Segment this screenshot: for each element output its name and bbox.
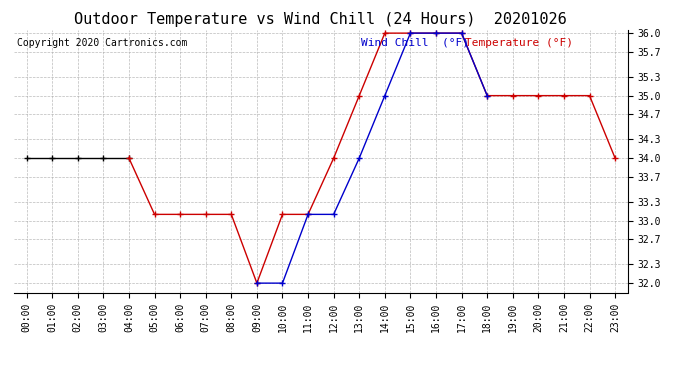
Title: Outdoor Temperature vs Wind Chill (24 Hours)  20201026: Outdoor Temperature vs Wind Chill (24 Ho… bbox=[75, 12, 567, 27]
Text: Wind Chill  (°F): Wind Chill (°F) bbox=[361, 38, 469, 48]
Text: Temperature (°F): Temperature (°F) bbox=[465, 38, 573, 48]
Text: Copyright 2020 Cartronics.com: Copyright 2020 Cartronics.com bbox=[17, 38, 187, 48]
